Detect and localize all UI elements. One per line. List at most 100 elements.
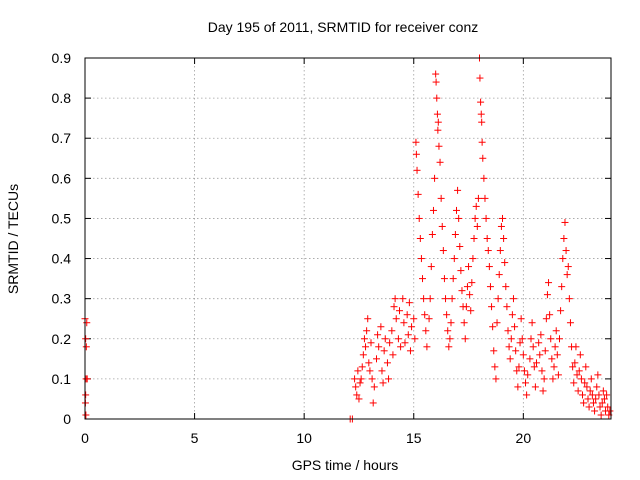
data-point (484, 247, 492, 255)
data-point (493, 319, 501, 327)
data-point (460, 319, 468, 327)
data-point (357, 375, 365, 383)
data-point (586, 387, 594, 395)
data-point (422, 327, 430, 335)
data-point (359, 351, 367, 359)
data-point (524, 371, 532, 379)
data-point (562, 247, 570, 255)
data-point (506, 355, 514, 363)
data-point (486, 283, 494, 291)
data-point (479, 154, 487, 162)
data-point (439, 247, 447, 255)
data-point (437, 194, 445, 202)
data-point (421, 311, 429, 319)
data-point (405, 299, 413, 307)
data-point (356, 379, 364, 387)
x-tick-label: 0 (81, 430, 89, 446)
data-point (432, 78, 440, 86)
data-point (575, 367, 583, 375)
data-point (477, 110, 485, 118)
data-point (489, 323, 497, 331)
data-point (492, 375, 500, 383)
plot-frame (84, 57, 612, 420)
data-point (392, 315, 400, 323)
data-point (351, 375, 359, 383)
y-tick-label: 0.7 (52, 130, 72, 146)
data-point (541, 347, 549, 355)
data-point (428, 230, 436, 238)
data-point (512, 347, 520, 355)
data-point (462, 303, 470, 311)
y-axis-ticks: 0 0.1 0.2 0.3 0.4 0.5 0.6 0.7 0.8 0.9 (52, 50, 611, 427)
data-point (468, 279, 476, 287)
data-point (588, 391, 596, 399)
data-point (354, 367, 362, 375)
data-point (457, 267, 465, 275)
data-point (372, 355, 380, 363)
data-point (396, 307, 404, 315)
data-point (560, 235, 568, 242)
data-point (466, 291, 474, 299)
data-point (606, 407, 614, 415)
data-point (531, 383, 539, 391)
data-point (482, 214, 490, 222)
data-point (596, 403, 604, 411)
data-point (539, 387, 547, 395)
data-point (501, 259, 509, 267)
data-point (399, 295, 407, 303)
data-point (401, 339, 409, 347)
data-point (420, 295, 428, 303)
x-axis-label: GPS time / hours (292, 457, 399, 473)
data-point (443, 311, 451, 319)
data-point (530, 363, 538, 371)
data-point (594, 371, 602, 379)
data-point (583, 383, 591, 391)
data-point (431, 174, 439, 182)
data-point (385, 375, 393, 383)
data-point (513, 367, 521, 375)
data-point (469, 255, 477, 263)
data-point (491, 363, 499, 371)
data-point (369, 399, 377, 407)
y-tick-label: 0.9 (52, 50, 72, 66)
data-point (406, 347, 414, 355)
data-point (503, 303, 511, 311)
data-point (564, 263, 572, 271)
data-point (378, 367, 386, 375)
data-point (581, 379, 589, 387)
data-point (499, 214, 507, 222)
data-point (546, 311, 554, 319)
data-point (566, 319, 574, 327)
data-point (467, 307, 475, 315)
data-point (463, 283, 471, 291)
data-point (528, 319, 536, 327)
data-point (563, 271, 571, 279)
data-point (438, 222, 446, 230)
data-point (432, 70, 440, 78)
data-point (82, 335, 90, 343)
data-point (504, 327, 512, 335)
data-point (461, 335, 469, 343)
data-point (448, 295, 456, 303)
data-point (494, 295, 502, 303)
data-point (364, 315, 372, 323)
data-point (456, 243, 464, 251)
y-tick-label: 0.8 (52, 90, 72, 106)
data-point (452, 206, 460, 214)
data-point (381, 335, 389, 343)
data-point (511, 323, 519, 331)
data-points (81, 54, 614, 423)
data-point (434, 126, 442, 134)
data-point (549, 375, 557, 383)
data-point (411, 335, 419, 343)
data-point (509, 295, 517, 303)
data-point (410, 315, 418, 323)
data-point (585, 403, 593, 411)
data-point (389, 351, 397, 359)
data-point (471, 214, 479, 222)
data-point (561, 218, 569, 226)
data-point (403, 311, 411, 319)
data-point (435, 142, 443, 150)
data-point (454, 186, 462, 194)
